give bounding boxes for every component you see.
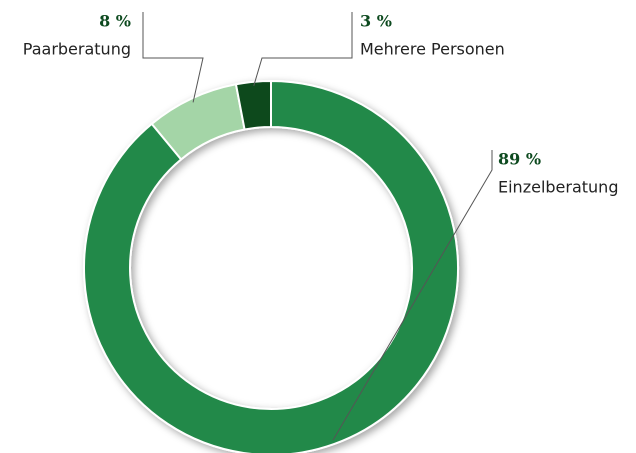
category-label: Mehrere Personen <box>360 40 505 59</box>
value-label: 89 % <box>498 150 541 169</box>
category-label: Paarberatung <box>23 40 131 59</box>
donut-segment <box>234 79 272 131</box>
category-label: Einzelberatung <box>498 178 618 197</box>
leader-line <box>142 12 204 103</box>
leader-line <box>253 12 353 86</box>
value-label: 8 % <box>99 12 131 31</box>
leader-line <box>332 150 493 441</box>
donut-segment <box>83 79 459 453</box>
value-label: 3 % <box>360 12 392 31</box>
donut <box>83 79 459 453</box>
